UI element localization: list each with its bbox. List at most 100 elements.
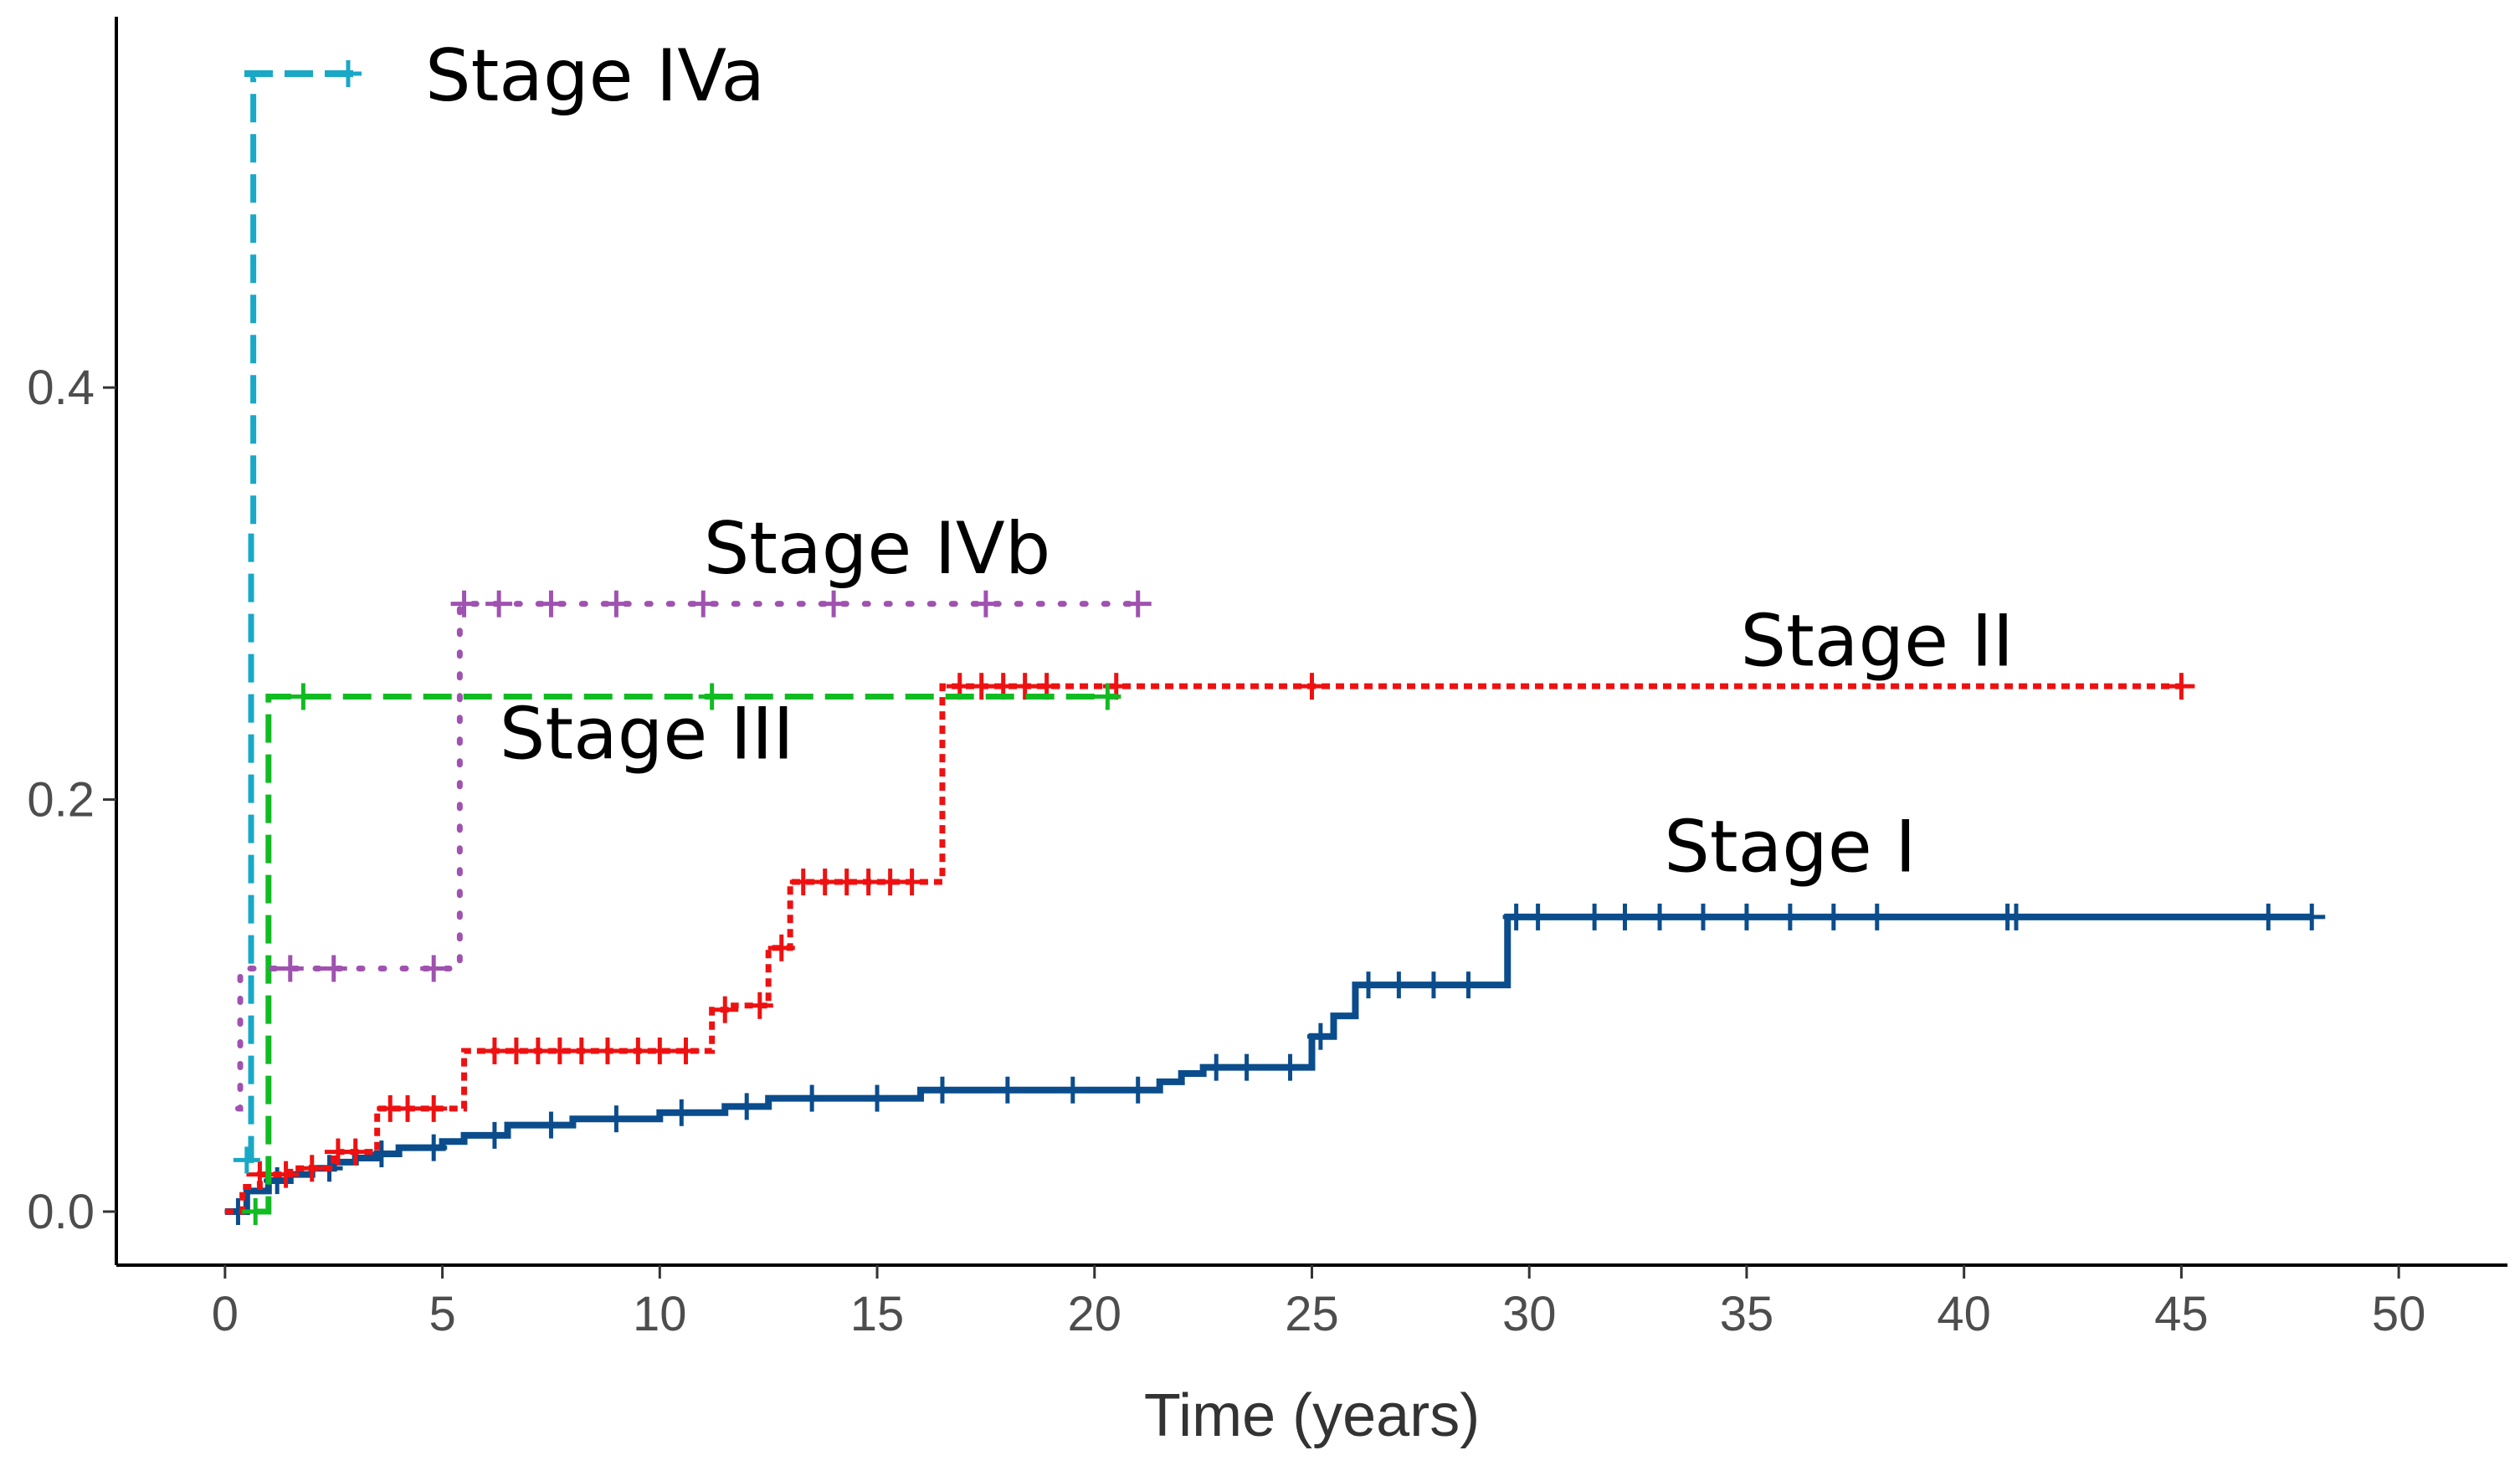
censor-mark-stage-iii [242,1197,269,1225]
censor-mark-stage-i [1455,971,1482,999]
series-line-stage-ivb [234,601,1142,1112]
censor-mark-stage-ivb [537,590,565,618]
censor-mark-stage-ii [394,1094,422,1122]
censor-mark-stage-i [537,1111,565,1139]
censor-mark-stage-ii [593,1037,621,1064]
y-tick-label: 0.0 [27,1185,95,1239]
x-tick-label: 20 [1068,1287,1122,1341]
censor-mark-stage-ii [298,1155,326,1182]
censor-mark-stage-i [1059,1076,1086,1104]
series-label-stage-i: Stage I [1664,806,1916,889]
censor-mark-stage-ivb [820,590,848,618]
censor-mark-stage-ii [672,1037,700,1064]
series-stage-iva [233,75,260,1174]
censor-mark-stage-i [1776,903,1804,930]
censor-mark-stage-ii [341,1138,369,1166]
x-axis-title: Time (years) [1144,1382,1480,1449]
censor-mark-stage-iii [290,683,317,710]
series-line-stage-i [224,913,2312,1215]
legend: Stage IVa [244,34,765,118]
series-stage-i [224,903,2326,1225]
censor-mark-stage-ii [898,869,926,896]
censor-mark-stage-ivb [1124,590,1152,618]
censor-mark-stage-i [1355,971,1383,999]
censor-mark-stage-i [1124,1076,1152,1104]
censor-mark-stage-i [1611,903,1639,930]
axes [115,17,2507,1267]
censor-mark-stage-iii [698,683,726,710]
censor-mark-stage-i [2003,903,2030,930]
censor-mark-stage-iva [233,1146,260,1174]
series-label-stage-iii: Stage III [500,692,794,776]
censor-mark-stage-ii [767,934,795,961]
censor-mark-stage-i [1276,1053,1304,1081]
censor-mark-stage-ivb [320,955,347,982]
x-tick-label: 35 [1720,1287,1774,1341]
censor-mark-stage-i [668,1099,695,1126]
x-tick-label: 0 [212,1287,239,1341]
censor-mark-stage-ivb [972,590,999,618]
series-label-stage-ivb: Stage IVb [704,507,1051,591]
censor-mark-stage-ii [567,1037,595,1064]
y-tick-label: 0.2 [27,773,95,828]
x-tick-label: 40 [1937,1287,1991,1341]
y-tick-label: 0.4 [27,361,95,415]
censor-mark-stage-ii [746,992,773,1019]
censor-mark-stage-i [928,1076,956,1104]
legend-censor-marker [335,60,362,87]
series-stage-iii [242,683,1121,1225]
censor-mark-stage-i [1819,903,1847,930]
censor-mark-stage-i [1419,971,1447,999]
legend-censor-cross [335,60,362,87]
x-tick-label: 50 [2372,1287,2426,1341]
censor-mark-stage-ii [420,1094,448,1122]
censor-mark-stage-i [2298,903,2326,930]
censor-mark-stage-i [798,1084,826,1112]
x-tick-label: 30 [1502,1287,1557,1341]
censor-mark-stage-ii [2168,673,2195,700]
censor-mark-stage-i [603,1105,630,1133]
censor-mark-stage-ii [1298,673,1326,700]
x-tick-label: 10 [633,1287,687,1341]
censor-mark-stage-i [1690,903,1717,930]
censor-mark-stage-ivb [690,590,717,618]
x-tick-label: 15 [850,1287,905,1341]
censor-mark-stage-i [1233,1053,1260,1081]
censor-mark-stage-ii [646,1037,674,1064]
censor-mark-stage-ivb [485,590,513,618]
x-tick-label: 5 [429,1287,455,1341]
series-line-stage-iva [246,75,257,1163]
censor-mark-stage-ivb [420,955,448,982]
censor-mark-stage-i [480,1121,508,1149]
x-tick-label: 25 [1285,1287,1339,1341]
series-stage-ii [224,673,2195,1215]
series-stage-ivb [234,590,1152,1112]
censor-mark-stage-i [733,1093,761,1120]
series-lines [224,75,2326,1225]
censor-mark-stage-ii [272,1161,300,1188]
censor-mark-stage-ivb [450,590,478,618]
censor-mark-stage-i [1646,903,1674,930]
series-labels: Stage I Stage II Stage III Stage IVb [500,507,2014,889]
censor-mark-stage-i [1306,1022,1334,1050]
censor-mark-stage-ii [711,996,739,1023]
censor-mark-stage-i [1385,971,1413,999]
censor-mark-stage-i [1732,903,1760,930]
censor-mark-stage-i [1863,903,1891,930]
censor-mark-stage-i [864,1084,891,1112]
ticks: 0 5 10 15 20 25 30 35 40 45 50 0.0 0.2 0.4 [27,361,2425,1341]
censor-mark-stage-i [420,1134,448,1161]
censor-mark-stage-i [1524,903,1552,930]
censor-mark-stage-ivb [603,590,630,618]
censor-mark-stage-i [2255,903,2282,930]
x-tick-label: 45 [2154,1287,2209,1341]
legend-label-stage-iva: Stage IVa [425,34,765,118]
censor-mark-stage-iii [1094,683,1121,710]
censor-mark-stage-i [1203,1053,1230,1081]
censor-mark-stage-ivb [276,955,304,982]
series-label-stage-ii: Stage II [1741,600,2014,684]
censor-mark-stage-i [993,1076,1021,1104]
censor-mark-stage-i [1581,903,1609,930]
